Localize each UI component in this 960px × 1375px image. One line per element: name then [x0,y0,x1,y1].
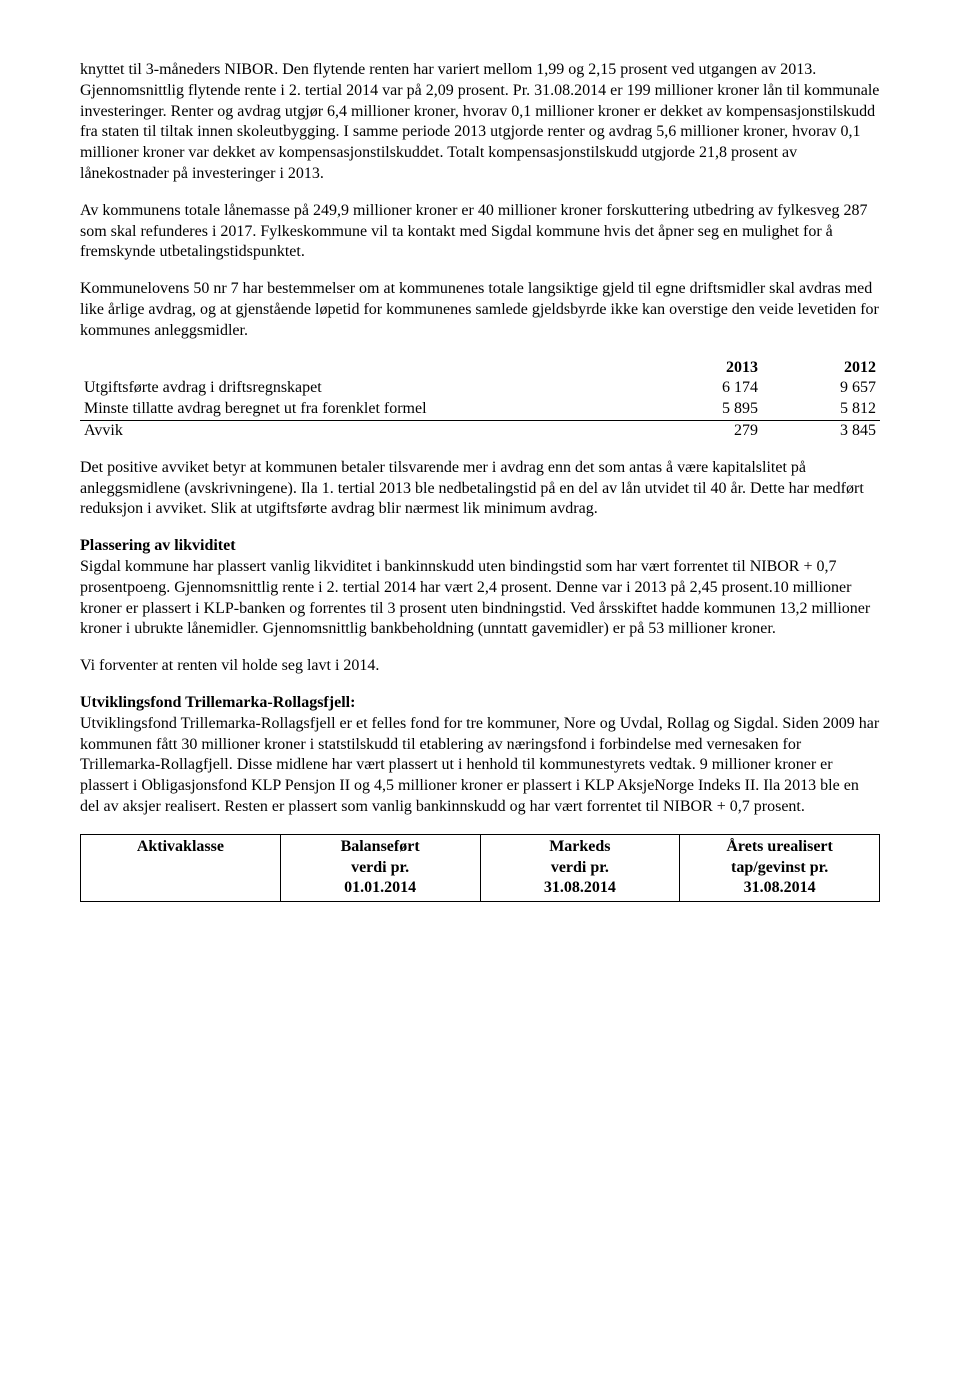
body-paragraph: Sigdal kommune har plassert vanlig likvi… [80,557,880,640]
table-header: Balanseført verdi pr. 01.01.2014 [280,834,480,901]
table-header-line: verdi pr. [551,859,609,876]
table-header-line: 31.08.2014 [744,879,816,896]
table-header-year: 2012 [762,358,880,379]
table-header-line: 31.08.2014 [544,879,616,896]
table-header-year: 2013 [644,358,762,379]
body-paragraph: Det positive avviket betyr at kommunen b… [80,458,880,520]
body-paragraph: Kommunelovens 50 nr 7 har bestemmelser o… [80,279,880,341]
table-header-line: tap/gevinst pr. [731,859,828,876]
table-cell: 9 657 [762,378,880,399]
table-header-line: 01.01.2014 [344,879,416,896]
table-header-line: Årets urealisert [726,838,832,855]
table-cell: 3 845 [762,420,880,441]
table-cell: 5 895 [644,399,762,420]
body-paragraph: Vi forventer at renten vil holde seg lav… [80,656,880,677]
body-paragraph: Av kommunens totale lånemasse på 249,9 m… [80,201,880,263]
table-header-line: Markeds [549,838,610,855]
table-cell: 279 [644,420,762,441]
body-paragraph: knyttet til 3-måneders NIBOR. Den flyten… [80,60,880,185]
table-header: Årets urealisert tap/gevinst pr. 31.08.2… [680,834,880,901]
table-cell: 6 174 [644,378,762,399]
avdrag-table: 2013 2012 Utgiftsførte avdrag i driftsre… [80,358,880,442]
table-row-label: Utgiftsførte avdrag i driftsregnskapet [80,378,644,399]
table-cell: 5 812 [762,399,880,420]
table-header-line: Balanseført [341,838,420,855]
table-header: Aktivaklasse [81,834,281,901]
table-header-line: verdi pr. [351,859,409,876]
table-row-label: Minste tillatte avdrag beregnet ut fra f… [80,399,644,420]
aktivaklasse-table: Aktivaklasse Balanseført verdi pr. 01.01… [80,834,880,902]
section-heading-likviditet: Plassering av likviditet [80,536,880,557]
table-header: Markeds verdi pr. 31.08.2014 [480,834,680,901]
body-paragraph: Utviklingsfond Trillemarka-Rollagsfjell … [80,714,880,818]
table-header-blank [80,358,644,379]
table-row-label: Avvik [80,420,644,441]
section-heading-utviklingsfond: Utviklingsfond Trillemarka-Rollagsfjell: [80,693,880,714]
